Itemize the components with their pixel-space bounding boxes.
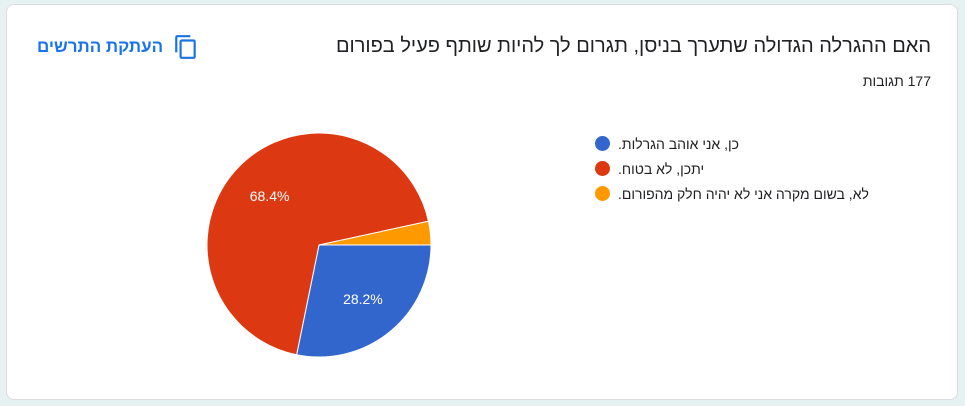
pie-slice-2[interactable] [318,220,432,246]
copy-chart-button[interactable]: העתקת התרשים [37,29,199,65]
legend-item-0[interactable]: כן, אני אוהב הגרלות. [595,131,869,156]
legend-swatch-2 [595,186,610,201]
legend-item-1[interactable]: יתכן, לא בטוח. [595,156,869,181]
pie-slice-label-0: 28.2% [343,291,383,307]
chart-legend: כן, אני אוהב הגרלות. יתכן, לא בטוח. לא, בש… [595,131,869,206]
chart-card: האם ההגרלה הגדולה שתערך בניסן, תגרום לך … [6,4,958,400]
legend-swatch-1 [595,161,610,176]
pie-slice-0[interactable] [296,244,432,358]
legend-item-2[interactable]: לא, בשום מקרה אני לא יהיה חלק מהפורום. [595,181,869,206]
copy-icon [175,35,196,59]
legend-label-2: לא, בשום מקרה אני לא יהיה חלק מהפורום. [618,185,869,202]
question-title: האם ההגרלה הגדולה שתערך בניסן, תגרום לך … [335,35,931,57]
legend-swatch-0 [595,136,610,151]
copy-chart-label: העתקת התרשים [37,37,164,56]
legend-label-1: יתכן, לא בטוח. [618,160,705,177]
legend-label-0: כן, אני אוהב הגרלות. [618,135,739,152]
response-count: 177 תגובות [862,73,931,89]
pie-chart: 28.2% 68.4% [206,132,432,358]
pie-slice-label-1: 68.4% [250,188,290,204]
pie-slice-1[interactable] [206,132,430,356]
